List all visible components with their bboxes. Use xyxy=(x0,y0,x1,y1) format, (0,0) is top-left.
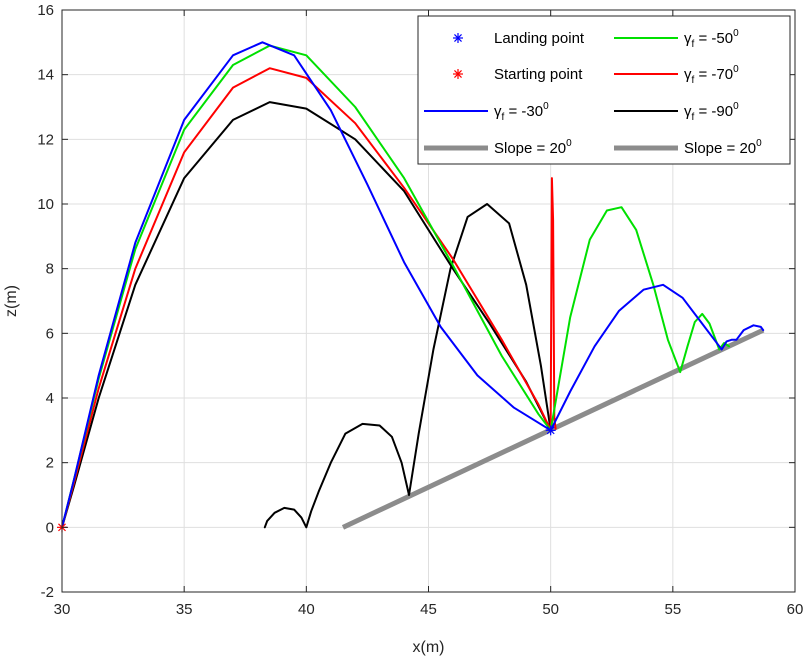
legend-entry-g30: γf = -300 xyxy=(424,101,549,123)
series-line-g30 xyxy=(61,41,765,529)
y-axis-title: z(m) xyxy=(3,285,20,317)
legend-label-sub: f xyxy=(692,39,695,50)
legend-label-base: Slope = 20 xyxy=(494,140,566,157)
y-tick-label: 10 xyxy=(37,196,54,213)
x-tick-label: 35 xyxy=(176,601,193,618)
legend-label-val: = -30 xyxy=(504,103,543,120)
series-line-g90 xyxy=(61,101,552,529)
legend-entry-slope1: Slope = 200 xyxy=(424,138,572,157)
legend-entry-starting: Starting point xyxy=(453,66,583,83)
series-layer xyxy=(61,41,765,529)
x-tick-label: 45 xyxy=(420,601,437,618)
y-tick-label: 8 xyxy=(46,261,54,278)
legend-label-sup: 0 xyxy=(756,138,762,149)
legend-marker-landing xyxy=(453,33,463,43)
x-tick-label: 40 xyxy=(298,601,315,618)
legend-label-slope1: Slope = 200 xyxy=(494,138,572,157)
legend-label-base: Slope = 20 xyxy=(684,140,756,157)
legend-label-g70: γf = -700 xyxy=(684,64,739,86)
legend-label-g90: γf = -900 xyxy=(684,101,739,123)
legend-entry-g50: γf = -500 xyxy=(614,28,739,50)
legend-label-val: = -70 xyxy=(694,66,733,83)
legend-label-sub: f xyxy=(692,112,695,123)
legend-label-base: Starting point xyxy=(494,66,583,83)
legend-marker-starting xyxy=(453,69,463,79)
y-tick-label: 4 xyxy=(46,390,54,407)
legend-label-sup: 0 xyxy=(733,28,739,39)
legend-label-base: γ xyxy=(684,103,692,120)
x-axis-title: x(m) xyxy=(413,639,445,656)
legend-label-base: γ xyxy=(684,30,692,47)
legend-label-base: Landing point xyxy=(494,30,585,47)
legend-label-sup: 0 xyxy=(543,101,549,112)
y-tick-label: 16 xyxy=(37,2,54,19)
series-line-g50 xyxy=(61,44,730,529)
legend-entry-slope2: Slope = 200 xyxy=(614,138,762,157)
legend-label-g30: γf = -300 xyxy=(494,101,549,123)
legend-label-val: = -50 xyxy=(694,30,733,47)
legend-label-base: γ xyxy=(684,66,692,83)
legend-label-base: γ xyxy=(494,103,502,120)
x-tick-label: 55 xyxy=(664,601,681,618)
legend-label-sup: 0 xyxy=(733,101,739,112)
legend-entry-g90: γf = -900 xyxy=(614,101,739,123)
legend-label-starting: Starting point xyxy=(494,66,583,83)
legend-label-landing: Landing point xyxy=(494,30,585,47)
legend-entry-landing: Landing point xyxy=(453,30,585,47)
y-tick-label: 6 xyxy=(46,325,54,342)
y-tick-label: 14 xyxy=(37,67,54,84)
ticks: 30 35 40 45 50 55 60 -2 0 2 4 6 8 10 12 14 16 xyxy=(37,2,803,618)
legend-label-sub: f xyxy=(692,75,695,86)
legend-label-val: = -90 xyxy=(694,103,733,120)
series-line-g90b xyxy=(263,203,552,529)
legend-label-slope2: Slope = 200 xyxy=(684,138,762,157)
series-line-g70 xyxy=(61,67,557,529)
legend-label-g50: γf = -500 xyxy=(684,28,739,50)
legend-entry-g70: γf = -700 xyxy=(614,64,739,86)
x-tick-label: 60 xyxy=(787,601,804,618)
y-tick-label: -2 xyxy=(41,584,54,601)
x-tick-label: 30 xyxy=(54,601,71,618)
legend-label-sup: 0 xyxy=(733,64,739,75)
y-tick-label: 2 xyxy=(46,455,54,472)
x-tick-label: 50 xyxy=(542,601,559,618)
legend-box xyxy=(417,15,791,165)
legend-label-sub: f xyxy=(502,112,505,123)
y-tick-label: 12 xyxy=(37,131,54,148)
landing-point-marker xyxy=(545,425,556,436)
y-tick-label: 0 xyxy=(46,519,54,536)
legend-label-sup: 0 xyxy=(566,138,572,149)
